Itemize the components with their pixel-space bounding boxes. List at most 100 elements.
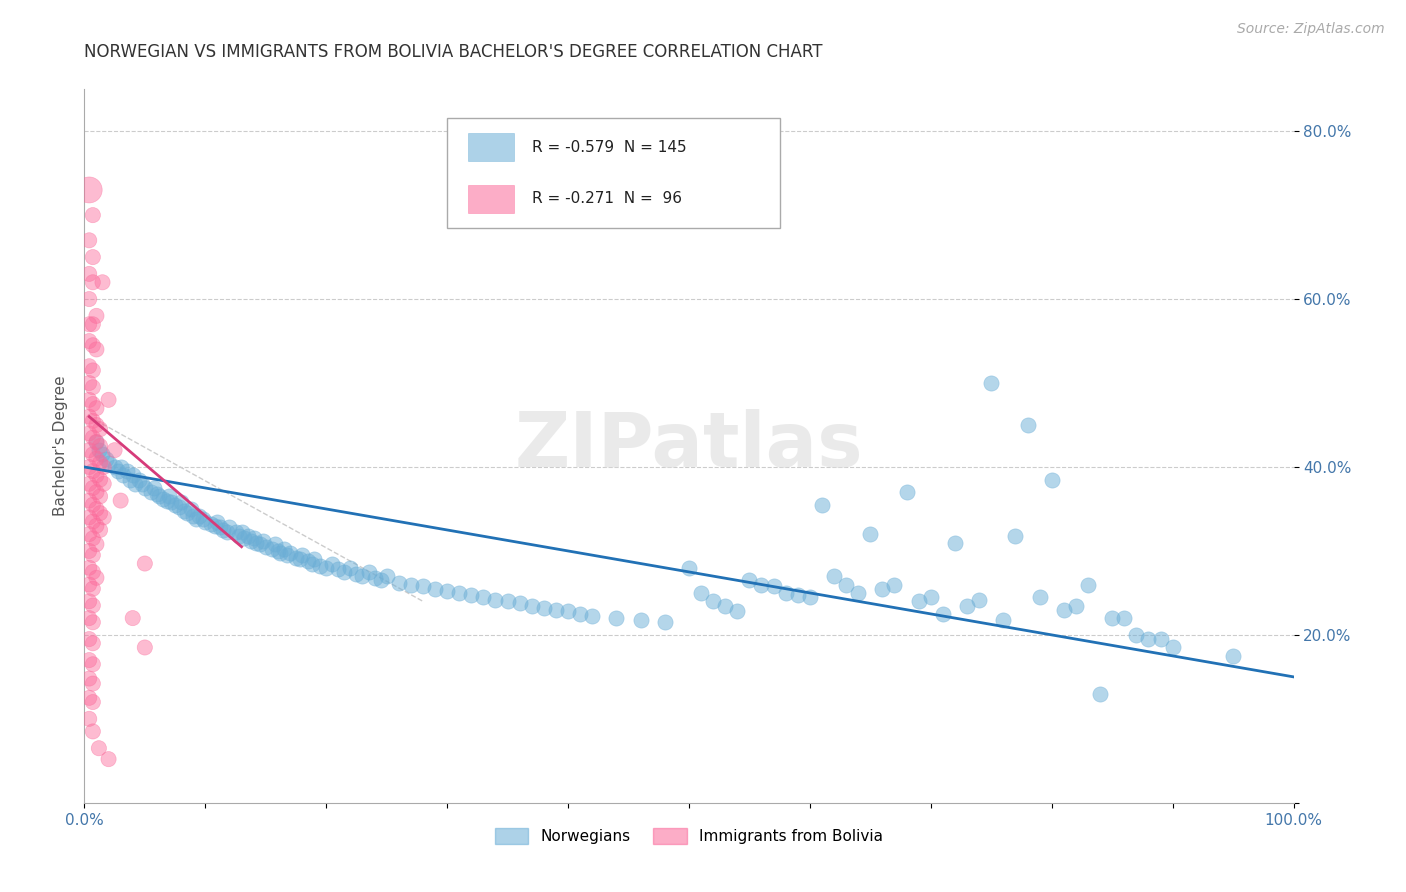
- Point: [97, 392, 120, 407]
- Point: [702, 594, 724, 608]
- Point: [423, 582, 446, 596]
- Point: [252, 533, 274, 548]
- Point: [167, 500, 190, 515]
- Point: [77, 594, 100, 608]
- Point: [484, 592, 506, 607]
- Text: ZIPatlas: ZIPatlas: [515, 409, 863, 483]
- Point: [956, 599, 979, 613]
- Point: [932, 607, 955, 621]
- Point: [846, 586, 869, 600]
- Point: [297, 554, 319, 568]
- Point: [436, 584, 458, 599]
- Point: [370, 574, 392, 588]
- Point: [357, 565, 380, 579]
- Legend: Norwegians, Immigrants from Bolivia: Norwegians, Immigrants from Bolivia: [479, 813, 898, 859]
- Point: [449, 586, 471, 600]
- Point: [267, 544, 290, 558]
- Point: [194, 515, 217, 529]
- Point: [173, 503, 195, 517]
- Point: [82, 599, 104, 613]
- Point: [204, 518, 226, 533]
- Point: [896, 485, 918, 500]
- Point: [1004, 529, 1026, 543]
- Point: [87, 741, 110, 756]
- Point: [77, 527, 100, 541]
- Point: [1064, 599, 1087, 613]
- Point: [315, 560, 337, 574]
- Point: [1114, 611, 1136, 625]
- Point: [152, 491, 174, 506]
- Point: [110, 493, 132, 508]
- Point: [87, 443, 110, 458]
- Point: [77, 318, 100, 332]
- Point: [86, 309, 108, 323]
- Point: [242, 532, 264, 546]
- Point: [605, 611, 627, 625]
- Point: [77, 632, 100, 646]
- Point: [97, 752, 120, 766]
- Point: [86, 485, 108, 500]
- Point: [77, 577, 100, 591]
- Point: [148, 489, 170, 503]
- Point: [134, 557, 156, 571]
- Point: [811, 498, 834, 512]
- Point: [131, 476, 153, 491]
- Point: [184, 512, 207, 526]
- Point: [86, 434, 108, 449]
- Point: [82, 676, 104, 690]
- Point: [301, 557, 323, 571]
- Point: [91, 447, 114, 461]
- Point: [967, 592, 990, 607]
- Point: [82, 363, 104, 377]
- Point: [139, 485, 162, 500]
- Text: R = -0.579  N = 145: R = -0.579 N = 145: [531, 140, 686, 154]
- Point: [980, 376, 1002, 390]
- Point: [569, 607, 592, 621]
- Point: [82, 208, 104, 222]
- Point: [77, 292, 100, 306]
- Point: [89, 506, 111, 520]
- Point: [143, 481, 166, 495]
- Point: [1137, 632, 1160, 646]
- Point: [104, 443, 127, 458]
- Point: [309, 559, 332, 574]
- Point: [276, 548, 298, 562]
- Point: [160, 495, 183, 509]
- Point: [77, 611, 100, 625]
- Point: [799, 590, 821, 604]
- Point: [82, 464, 104, 478]
- Point: [346, 567, 368, 582]
- Point: [91, 275, 114, 289]
- Point: [104, 460, 127, 475]
- Point: [77, 267, 100, 281]
- Point: [77, 233, 100, 247]
- Point: [110, 460, 132, 475]
- Point: [215, 525, 238, 540]
- Point: [412, 579, 434, 593]
- Point: [165, 498, 187, 512]
- Point: [269, 546, 291, 560]
- Point: [191, 512, 214, 526]
- Point: [77, 690, 100, 705]
- FancyBboxPatch shape: [447, 118, 780, 228]
- Point: [762, 579, 785, 593]
- Point: [208, 520, 231, 534]
- Point: [1053, 603, 1076, 617]
- Point: [207, 515, 229, 529]
- Point: [254, 540, 277, 554]
- Point: [859, 527, 882, 541]
- Point: [225, 525, 247, 540]
- Point: [388, 575, 411, 590]
- Point: [288, 552, 311, 566]
- Point: [77, 476, 100, 491]
- Point: [218, 520, 240, 534]
- Point: [233, 532, 256, 546]
- Point: [82, 250, 104, 264]
- Point: [82, 724, 104, 739]
- Point: [82, 582, 104, 596]
- Point: [77, 672, 100, 686]
- Point: [872, 582, 894, 596]
- Point: [77, 460, 100, 475]
- Point: [260, 542, 283, 557]
- Point: [121, 468, 143, 483]
